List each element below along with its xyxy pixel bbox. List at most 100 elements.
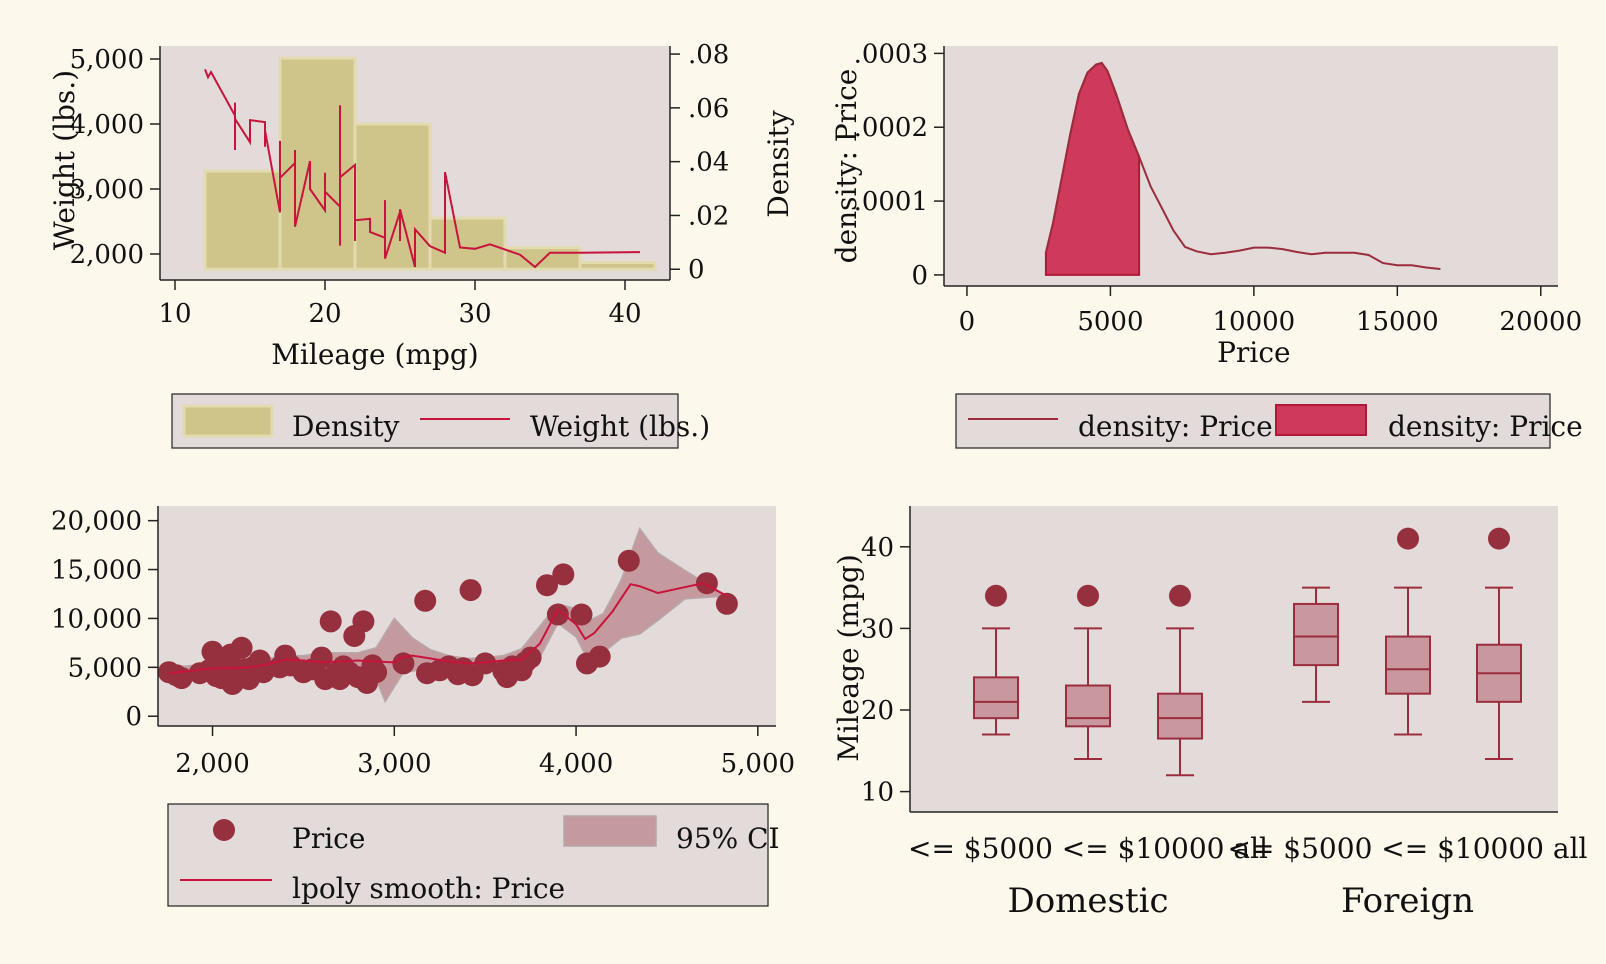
legend-key-density: [182, 404, 274, 438]
y-tick-label-p3-2: 10,000: [51, 604, 142, 634]
y-tick-label-p4-3: 40: [861, 533, 894, 563]
y-axis-title-p2: density: Price: [830, 69, 863, 264]
chart-axes: [148, 46, 1558, 813]
y-tick-label-p3-1: 5,000: [68, 653, 142, 683]
chart-text: 10 20 30 40 2,000 3,000 4,000 5,000 0 .02 .04 .06 .0…: [48, 39, 1588, 921]
x-tick-label-p1-1: 20: [308, 299, 341, 329]
legend-label-density: Density: [292, 410, 400, 443]
histogram-bar-3: [428, 216, 507, 271]
x-tick-label-p2-2: 10000: [1213, 307, 1296, 337]
y-tick-label-p2-1: .0001: [854, 187, 928, 217]
x-tick-label-p3-1: 3,000: [357, 749, 431, 779]
y-tick-label-p1-2: 4,000: [70, 110, 144, 140]
legend-label-price: Price: [292, 822, 365, 855]
outlier-1-2-0: [1488, 527, 1510, 550]
histogram-bar-5: [578, 261, 657, 271]
plot-area-p2: [944, 46, 1558, 286]
price-point-33: [352, 610, 375, 633]
price-point-13: [230, 636, 253, 659]
plot-backgrounds: [158, 46, 1558, 812]
y-tick-label-p4-2: 30: [861, 614, 894, 644]
legend-key-density-shaded: [1275, 404, 1367, 436]
y-tick-label-p3-4: 20,000: [51, 507, 142, 537]
price-point-38: [414, 589, 437, 612]
price-point-53: [536, 574, 558, 597]
price-point-59: [617, 549, 640, 572]
x-tick-label-p2-4: 20000: [1499, 307, 1582, 337]
x-tick-label-p2-1: 5000: [1077, 307, 1143, 337]
x-axis-title-p1: Mileage (mpg): [271, 338, 478, 371]
legend-key-ci: [563, 815, 657, 847]
legend-key-price: [213, 819, 235, 841]
legend-box-p2: [955, 393, 1551, 449]
price-point-26: [319, 610, 342, 633]
category-labels-1: <= $5000 <= $10000 all: [1227, 832, 1587, 865]
y-tick-label-p1-3: 5,000: [70, 45, 144, 75]
group-label-0: Domestic: [1007, 881, 1168, 921]
histogram-bar-0: [203, 169, 282, 271]
legend-box-p3: [167, 803, 769, 907]
histogram-bar-2: [353, 122, 432, 271]
price-point-37: [392, 652, 415, 675]
chart-legends: Density Weight (lbs.) density: Price densit…: [167, 393, 1583, 907]
outlier-0-1-0: [1077, 584, 1099, 607]
y-tick-label-p1-1: 3,000: [70, 175, 144, 205]
y-tick-label-p1-0: 2,000: [70, 240, 144, 270]
y-tick-label-p4-1: 20: [861, 696, 894, 726]
price-point-5: [201, 640, 224, 663]
x-tick-label-p1-2: 30: [458, 299, 491, 329]
lpoly-smooth-line: [168, 582, 728, 675]
price-point-44: [459, 579, 482, 602]
y2-tick-label-p1-1: .02: [688, 201, 729, 231]
outlier-0-2-0: [1169, 584, 1191, 607]
y-tick-label-p2-2: .0002: [854, 113, 928, 143]
x-tick-label-p2-3: 15000: [1356, 307, 1439, 337]
x-axis-title-p2: Price: [1217, 336, 1290, 369]
legend-label-density-shaded: density: Price: [1388, 410, 1583, 443]
legend-label-ci: 95% CI: [676, 822, 780, 855]
box-0-2: [1157, 692, 1203, 740]
weight-line: [204, 69, 641, 269]
density-line: [1044, 61, 1441, 270]
y-tick-label-p2-0: 0: [911, 261, 928, 291]
chart-marks: [157, 56, 1522, 777]
group-label-1: Foreign: [1341, 881, 1474, 921]
price-point-61: [715, 592, 738, 615]
y-axis-title-p4: Mileage (mpg): [832, 554, 865, 761]
x-tick-label-p1-3: 40: [608, 299, 641, 329]
x-tick-label-p1-0: 10: [158, 299, 191, 329]
box-0-1: [1065, 684, 1111, 728]
y2-tick-label-p1-4: .08: [688, 40, 729, 70]
y-tick-label-p3-0: 0: [125, 702, 142, 732]
category-labels-0: <= $5000 <= $10000 all: [908, 832, 1268, 865]
box-1-1: [1385, 635, 1431, 695]
outlier-1-1-0: [1397, 527, 1419, 550]
y-tick-label-p4-0: 10: [861, 778, 894, 808]
y-axis-title-p1: Weight (lbs.): [48, 70, 81, 250]
histogram-bar-1: [278, 56, 357, 271]
x-tick-label-p3-0: 2,000: [175, 749, 249, 779]
legend-label-lpoly: lpoly smooth: Price: [292, 872, 565, 905]
box-0-0: [973, 676, 1019, 720]
x-tick-label-p3-3: 5,000: [721, 749, 795, 779]
x-tick-label-p2-0: 0: [959, 307, 976, 337]
price-point-36: [365, 661, 388, 684]
legend-label-weight: Weight (lbs.): [530, 410, 710, 443]
box-1-0: [1293, 602, 1339, 667]
x-tick-label-p3-2: 4,000: [539, 749, 613, 779]
price-point-56: [570, 603, 593, 626]
legend-label-density-line: density: Price: [1078, 410, 1273, 443]
price-point-58: [588, 645, 611, 668]
y2-tick-label-p1-2: .04: [688, 148, 729, 178]
outlier-0-0-0: [985, 584, 1007, 607]
price-point-52: [519, 646, 542, 669]
plot-area-p4: [910, 506, 1558, 812]
plot-area-p3: [158, 506, 776, 726]
y2-axis-title-p1: Density: [762, 110, 795, 218]
y2-tick-label-p1-3: .06: [688, 94, 729, 124]
price-point-55: [552, 563, 575, 586]
y-tick-label-p3-3: 15,000: [51, 556, 142, 586]
y-tick-label-p2-3: .0003: [854, 39, 928, 69]
y2-tick-label-p1-0: 0: [688, 255, 705, 285]
